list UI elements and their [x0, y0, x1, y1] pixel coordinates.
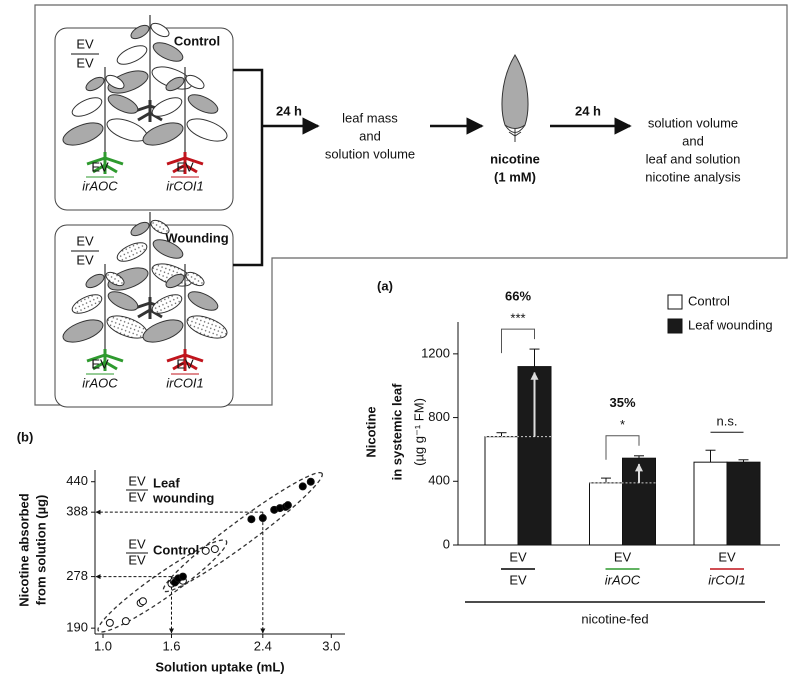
- y-axis-title: (µg g⁻¹ FM): [411, 398, 426, 466]
- stage-text: solution volume: [325, 146, 415, 161]
- x-tick-label: 2.4: [254, 638, 272, 653]
- genotype-top: EV: [176, 159, 194, 174]
- stage-text: solution volume: [648, 115, 738, 130]
- y-tick-label: 278: [66, 568, 88, 583]
- point: [138, 597, 147, 606]
- x-tick-label: EV: [509, 572, 527, 587]
- percent-label: 66%: [505, 289, 531, 304]
- bracket: [233, 68, 264, 267]
- point: [178, 572, 187, 581]
- stage-text: and: [359, 128, 381, 143]
- sig-bracket: [501, 328, 535, 354]
- genotype-bottom: irAOC: [82, 375, 118, 390]
- x-tick-label: irAOC: [605, 572, 641, 587]
- y-tick-label: 1200: [421, 345, 450, 360]
- arrow-label: 24 h: [276, 103, 302, 118]
- y-axis-title: in systemic leaf: [389, 383, 404, 480]
- point: [258, 514, 267, 523]
- leaf: [501, 54, 529, 129]
- stage-text: nicotine analysis: [645, 169, 741, 184]
- point: [105, 618, 114, 627]
- genotype-bottom: EV: [76, 55, 94, 70]
- bar: [517, 366, 552, 546]
- group-label: wounding: [152, 490, 214, 505]
- y-axis-title: Nicotine absorbed: [16, 493, 31, 606]
- y-axis-title: from solution (µg): [33, 495, 48, 606]
- x-axis-title: Solution uptake (mL): [155, 659, 284, 674]
- group-label: Leaf: [153, 475, 180, 490]
- significance: n.s.: [717, 414, 738, 429]
- nicotine-label: (1 mM): [494, 169, 536, 184]
- x-tick-label: EV: [614, 549, 632, 564]
- legend-label: Control: [688, 293, 730, 308]
- percent-label: 35%: [609, 395, 635, 410]
- bar: [484, 436, 519, 546]
- point: [298, 482, 307, 491]
- sig-bracket: [605, 435, 640, 460]
- point: [121, 617, 130, 626]
- x-tick-label: 3.0: [322, 638, 340, 653]
- condition-title: Control: [174, 33, 220, 48]
- genotype-bottom: irAOC: [82, 178, 118, 193]
- x-tick-label: irCOI1: [708, 572, 746, 587]
- panel-label: (b): [17, 429, 34, 444]
- group-label: Control: [153, 542, 199, 557]
- genotype-top: EV: [91, 159, 109, 174]
- group-label: nicotine-fed: [581, 611, 648, 626]
- significance: ***: [510, 311, 525, 326]
- arrow-label: 24 h: [575, 103, 601, 118]
- genotype-bottom: irCOI1: [166, 178, 204, 193]
- y-tick-label: 388: [66, 504, 88, 519]
- x-tick-label: 1.0: [94, 638, 112, 653]
- stage-text: leaf mass: [342, 110, 398, 125]
- y-axis-title: Nicotine: [363, 406, 378, 457]
- diagram-frame: [34, 4, 788, 406]
- y-tick-label: 190: [66, 620, 88, 635]
- legend-swatch: [667, 318, 683, 334]
- point: [283, 501, 292, 510]
- x-tick-label: EV: [718, 549, 736, 564]
- nicotine-label: nicotine: [490, 151, 540, 166]
- significance: *: [620, 417, 625, 432]
- bar: [693, 461, 728, 546]
- x-tick-label: 1.6: [162, 638, 180, 653]
- condition-title: Wounding: [165, 230, 228, 245]
- genotype-bottom: irCOI1: [166, 375, 204, 390]
- bar: [726, 461, 761, 546]
- group-ellipse: [162, 471, 323, 593]
- stage-text: and: [682, 133, 704, 148]
- point: [210, 545, 219, 554]
- point: [201, 546, 210, 555]
- x-tick-label: EV: [509, 549, 527, 564]
- fraction-bottom: EV: [128, 489, 146, 504]
- y-tick-label: 0: [443, 536, 450, 551]
- stage-text: leaf and solution: [646, 151, 741, 166]
- y-tick-label: 400: [428, 473, 450, 488]
- genotype-top: EV: [91, 356, 109, 371]
- genotype-top: EV: [176, 356, 194, 371]
- genotype-bottom: EV: [76, 252, 94, 267]
- fraction-bottom: EV: [128, 552, 146, 567]
- legend-label: Leaf wounding: [688, 317, 773, 332]
- fraction-top: EV: [128, 473, 146, 488]
- genotype-top: EV: [76, 233, 94, 248]
- y-tick-label: 800: [428, 409, 450, 424]
- bar: [589, 482, 623, 546]
- point: [306, 477, 315, 486]
- panel-label: (a): [377, 278, 393, 293]
- leaf-vial: [504, 124, 526, 142]
- y-tick-label: 440: [66, 473, 88, 488]
- genotype-top: EV: [76, 36, 94, 51]
- point: [247, 515, 256, 524]
- fraction-top: EV: [128, 536, 146, 551]
- legend-swatch: [667, 294, 683, 310]
